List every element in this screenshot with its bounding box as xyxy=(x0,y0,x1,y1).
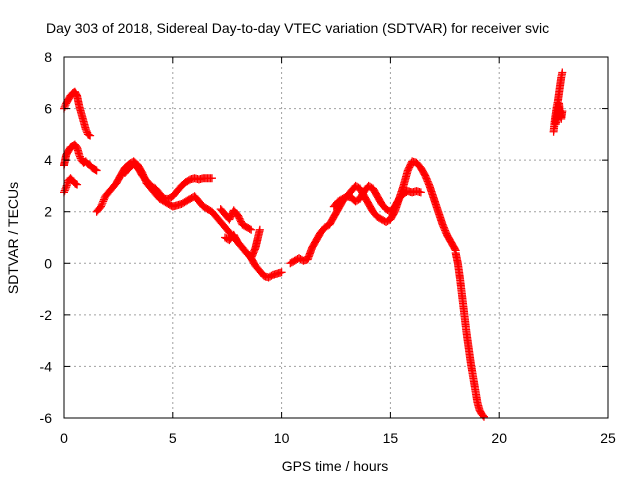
data-point xyxy=(97,200,106,209)
data-point xyxy=(96,202,105,211)
data-point xyxy=(277,268,286,277)
chart-title: Day 303 of 2018, Sidereal Day-to-day VTE… xyxy=(46,20,549,36)
data-points xyxy=(60,68,567,421)
data-point xyxy=(255,225,264,234)
y-tick-label: 6 xyxy=(44,101,52,117)
x-tick-label: 0 xyxy=(60,430,68,446)
data-point xyxy=(60,186,69,195)
y-tick-label: 4 xyxy=(44,152,52,168)
data-point xyxy=(558,68,567,77)
y-tick-label: 2 xyxy=(44,204,52,220)
plot-frame xyxy=(63,56,609,419)
y-tick-label: -2 xyxy=(40,307,53,323)
data-point xyxy=(86,131,95,140)
data-point xyxy=(75,150,84,159)
data-point xyxy=(416,188,425,197)
data-point xyxy=(99,197,108,206)
x-tick-label: 15 xyxy=(383,430,399,446)
data-point xyxy=(73,180,82,189)
data-point xyxy=(81,125,90,134)
data-point xyxy=(247,225,256,234)
data-point xyxy=(60,102,69,111)
data-point xyxy=(92,166,101,175)
y-tick-label: 8 xyxy=(44,49,52,65)
y-axis-label: SDTVAR / TECUs xyxy=(5,182,21,294)
y-tick-label: -4 xyxy=(40,358,53,374)
y-tick-label: 0 xyxy=(44,255,52,271)
axis-ticks: 0 5 10 15 20 25 -6 -4 -2 0 2 4 6 8 xyxy=(40,49,616,446)
data-point xyxy=(207,174,216,183)
data-point xyxy=(82,126,91,135)
data-point xyxy=(450,245,459,254)
y-tick-label: -6 xyxy=(40,410,53,426)
grid-lines xyxy=(64,57,608,418)
x-tick-label: 5 xyxy=(169,430,177,446)
data-point xyxy=(61,184,70,193)
data-point xyxy=(75,152,84,161)
data-point xyxy=(98,199,107,208)
data-point xyxy=(99,195,108,204)
x-tick-label: 25 xyxy=(600,430,616,446)
x-axis-label: GPS time / hours xyxy=(282,458,389,474)
data-point xyxy=(558,107,567,116)
data-point xyxy=(479,412,488,421)
x-tick-label: 10 xyxy=(274,430,290,446)
x-tick-label: 20 xyxy=(491,430,507,446)
data-point xyxy=(245,224,254,233)
